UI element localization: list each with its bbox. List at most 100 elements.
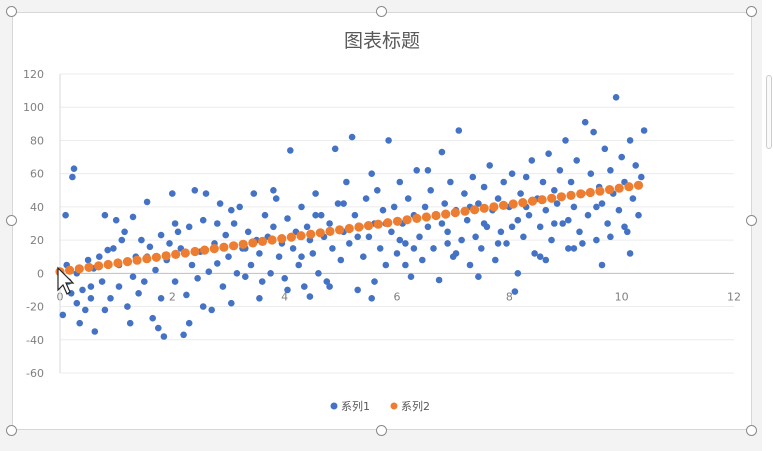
- series-1-point[interactable]: [461, 190, 468, 197]
- series-1-point[interactable]: [183, 291, 190, 299]
- series-1-point[interactable]: [475, 200, 482, 207]
- series-2-point[interactable]: [354, 222, 364, 232]
- series-1-point[interactable]: [362, 195, 370, 202]
- series-1-point[interactable]: [329, 245, 336, 252]
- series-2-point[interactable]: [229, 241, 239, 251]
- series-1-point[interactable]: [205, 268, 213, 276]
- series-1-point[interactable]: [166, 240, 173, 247]
- series-1-point[interactable]: [247, 261, 255, 269]
- series-1-point[interactable]: [402, 240, 409, 247]
- series-1-point[interactable]: [256, 250, 263, 257]
- series-1-point[interactable]: [284, 286, 291, 294]
- series-2-point[interactable]: [392, 216, 403, 226]
- series-1-point[interactable]: [396, 178, 404, 186]
- series-1-point[interactable]: [124, 303, 131, 310]
- series-1-point[interactable]: [298, 253, 305, 260]
- series-1-point[interactable]: [379, 206, 387, 214]
- series-1-point[interactable]: [635, 211, 642, 219]
- series-1-point[interactable]: [202, 190, 210, 197]
- series-1-point[interactable]: [511, 288, 519, 295]
- series-1-point[interactable]: [194, 275, 201, 282]
- series-1-point[interactable]: [593, 203, 600, 211]
- series-1-point[interactable]: [360, 253, 367, 260]
- series-1-point[interactable]: [104, 246, 111, 254]
- series-2-point[interactable]: [344, 223, 354, 234]
- series-1-point[interactable]: [514, 270, 522, 277]
- series-2-point[interactable]: [489, 202, 499, 212]
- series-1-point[interactable]: [416, 233, 423, 241]
- series-2-point[interactable]: [74, 264, 84, 274]
- series-1-point[interactable]: [517, 190, 524, 197]
- series-1-point[interactable]: [629, 195, 637, 202]
- series-1-point[interactable]: [340, 200, 347, 207]
- series-1-point[interactable]: [354, 286, 362, 294]
- series-1-point[interactable]: [157, 295, 165, 302]
- series-1-point[interactable]: [593, 236, 600, 244]
- series-2-point[interactable]: [257, 236, 268, 246]
- series-2-point[interactable]: [219, 242, 229, 252]
- series-1-point[interactable]: [508, 170, 516, 177]
- series-1-point[interactable]: [87, 295, 95, 302]
- series-1-point[interactable]: [604, 220, 611, 227]
- series-2-point[interactable]: [335, 225, 345, 235]
- series-1-point[interactable]: [174, 228, 182, 236]
- series-1-point[interactable]: [438, 220, 446, 227]
- series-1-point[interactable]: [463, 216, 471, 224]
- series-1-point[interactable]: [284, 215, 291, 222]
- resize-handle-middle-right[interactable]: [746, 215, 757, 226]
- series-2-point[interactable]: [547, 193, 557, 203]
- series-1-point[interactable]: [348, 133, 356, 141]
- series-1-point[interactable]: [250, 190, 258, 197]
- series-1-point[interactable]: [531, 250, 538, 257]
- series-1-point[interactable]: [115, 283, 123, 290]
- series-1-point[interactable]: [556, 167, 564, 174]
- series-1-point[interactable]: [73, 299, 81, 307]
- series-1-point[interactable]: [110, 245, 117, 252]
- series-1-point[interactable]: [638, 173, 645, 181]
- series-2-point[interactable]: [113, 258, 123, 268]
- series-2-point[interactable]: [633, 180, 644, 190]
- series-2-point[interactable]: [94, 261, 104, 271]
- series-1-point[interactable]: [281, 275, 289, 282]
- resize-handle-middle-left[interactable]: [6, 215, 17, 226]
- series-1-point[interactable]: [404, 195, 412, 202]
- series-1-point[interactable]: [615, 206, 623, 214]
- series-1-point[interactable]: [171, 220, 179, 227]
- series-1-point[interactable]: [272, 195, 280, 202]
- series-1-point[interactable]: [312, 211, 319, 219]
- series-1-point[interactable]: [256, 295, 263, 302]
- series-1-point[interactable]: [407, 273, 415, 281]
- series-1-point[interactable]: [371, 278, 378, 285]
- series-1-point[interactable]: [427, 187, 435, 194]
- series-1-point[interactable]: [216, 200, 224, 207]
- series-1-point[interactable]: [270, 187, 277, 194]
- series-1-point[interactable]: [475, 273, 482, 281]
- series-1-point[interactable]: [270, 223, 277, 231]
- series-1-point[interactable]: [309, 250, 317, 257]
- series-1-point[interactable]: [199, 216, 207, 224]
- series-1-point[interactable]: [287, 147, 294, 154]
- resize-handle-top-right[interactable]: [746, 6, 757, 17]
- series-1-point[interactable]: [402, 261, 409, 269]
- series-2-point[interactable]: [122, 257, 133, 267]
- series-1-point[interactable]: [121, 228, 128, 236]
- series-1-point[interactable]: [188, 261, 196, 269]
- series-1-point[interactable]: [548, 236, 555, 244]
- series-1-point[interactable]: [70, 165, 78, 172]
- series-1-point[interactable]: [500, 178, 508, 186]
- series-1-point[interactable]: [581, 118, 589, 126]
- series-2-point[interactable]: [267, 235, 277, 245]
- series-1-point[interactable]: [155, 324, 162, 332]
- series-1-point[interactable]: [199, 303, 207, 310]
- series-1-point[interactable]: [632, 162, 639, 169]
- series-1-point[interactable]: [91, 328, 99, 335]
- series-2-point[interactable]: [450, 208, 460, 218]
- series-1-point[interactable]: [598, 261, 606, 269]
- series-1-point[interactable]: [157, 231, 165, 239]
- series-2-point[interactable]: [508, 199, 518, 209]
- series-2-point[interactable]: [325, 226, 335, 236]
- series-2-point[interactable]: [402, 215, 412, 225]
- series-1-point[interactable]: [601, 145, 609, 153]
- series-1-point[interactable]: [536, 253, 544, 260]
- series-1-point[interactable]: [365, 233, 373, 241]
